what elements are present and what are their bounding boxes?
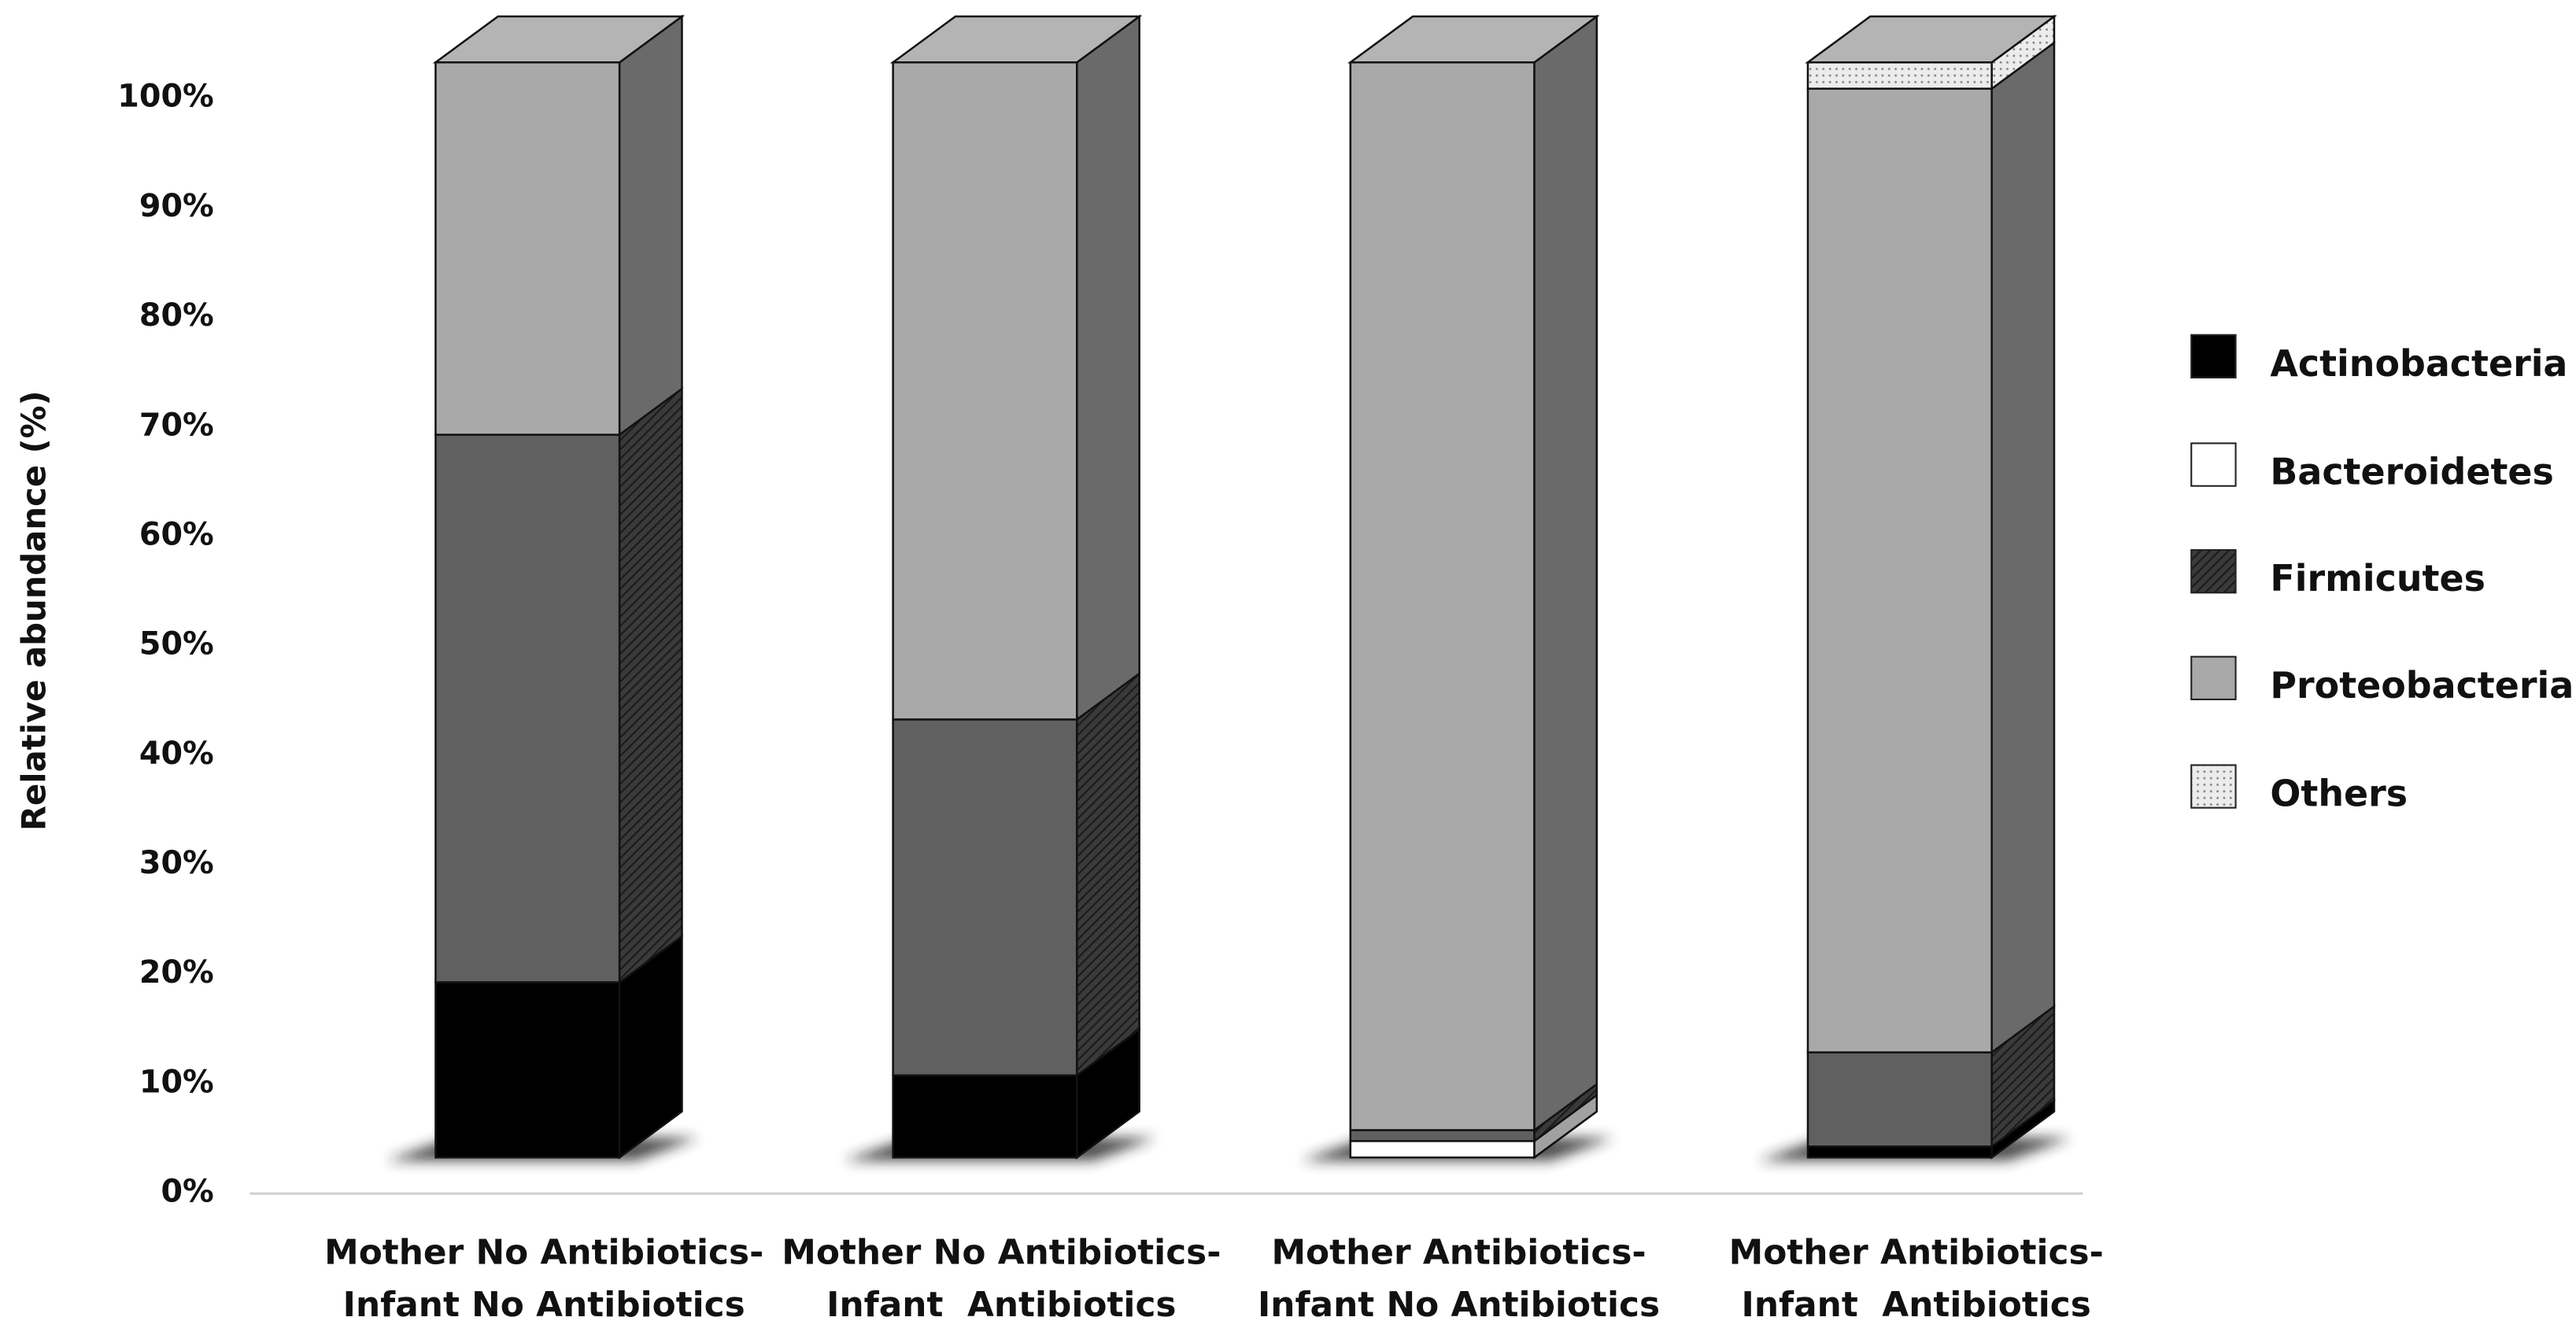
- y-tick-label: 20%: [139, 954, 214, 991]
- x-tick-label: Infant No Antibiotics: [343, 1285, 745, 1325]
- x-tick-label: Mother No Antibiotics-: [782, 1232, 1221, 1272]
- legend-swatch: [2190, 655, 2237, 701]
- bar-segment: [892, 61, 1078, 721]
- bar-top: [1805, 15, 2057, 64]
- y-tick-label: 70%: [139, 407, 214, 443]
- legend-label: Firmicutes: [2270, 557, 2485, 600]
- bar-side: [1076, 671, 1140, 1078]
- bar-top: [1347, 15, 1600, 64]
- y-tick-label: 0%: [161, 1174, 213, 1210]
- legend-swatch: [2190, 334, 2237, 379]
- bar-segment: [1349, 1129, 1536, 1142]
- bar-side: [1533, 14, 1598, 1132]
- y-tick-label: 80%: [139, 297, 214, 334]
- bar-segment: [1806, 87, 1993, 1053]
- y-tick-label: 10%: [139, 1064, 214, 1100]
- bar-segment: [1806, 1146, 1993, 1159]
- legend-label: Bacteroidetes: [2270, 451, 2553, 493]
- y-axis-label: Relative abundance (%): [14, 390, 53, 831]
- y-tick-label: 90%: [139, 188, 214, 224]
- bar-segment: [1349, 61, 1536, 1131]
- y-tick-label: 30%: [139, 845, 214, 881]
- x-tick-label: Infant Antibiotics: [1742, 1285, 2091, 1325]
- bar-top: [432, 15, 686, 64]
- bar-side: [618, 14, 683, 437]
- legend-swatch: [2190, 549, 2237, 594]
- legend-label: Proteobacteria: [2270, 664, 2574, 707]
- bar-segment: [434, 434, 621, 983]
- bar-segment: [1806, 61, 1993, 90]
- legend-swatch: [2190, 442, 2237, 487]
- bar-side: [618, 386, 683, 984]
- x-tick-label: Infant Antibiotics: [826, 1285, 1176, 1325]
- legend-swatch: [2190, 764, 2237, 809]
- x-tick-label: Mother Antibiotics-: [1271, 1232, 1646, 1272]
- y-tick-label: 60%: [139, 516, 214, 552]
- legend-label: Actinobacteria: [2270, 342, 2567, 385]
- bar-segment: [892, 1074, 1078, 1159]
- bar-side: [1990, 40, 2056, 1055]
- bar-segment: [1349, 1140, 1536, 1159]
- x-tick-label: Mother Antibiotics-: [1729, 1232, 2104, 1272]
- legend-label: Others: [2270, 773, 2408, 815]
- bar-segment: [434, 981, 621, 1159]
- y-tick-label: 50%: [139, 626, 214, 662]
- bar-side: [1076, 14, 1140, 721]
- y-tick-label: 40%: [139, 736, 214, 772]
- bar-top: [889, 15, 1143, 64]
- bar-segment: [1806, 1051, 1993, 1148]
- x-tick-label: Infant No Antibiotics: [1258, 1285, 1660, 1325]
- y-tick-label: 100%: [117, 79, 213, 115]
- bar-segment: [892, 718, 1078, 1077]
- bar-segment: [434, 61, 621, 436]
- x-tick-label: Mother No Antibiotics-: [324, 1232, 763, 1272]
